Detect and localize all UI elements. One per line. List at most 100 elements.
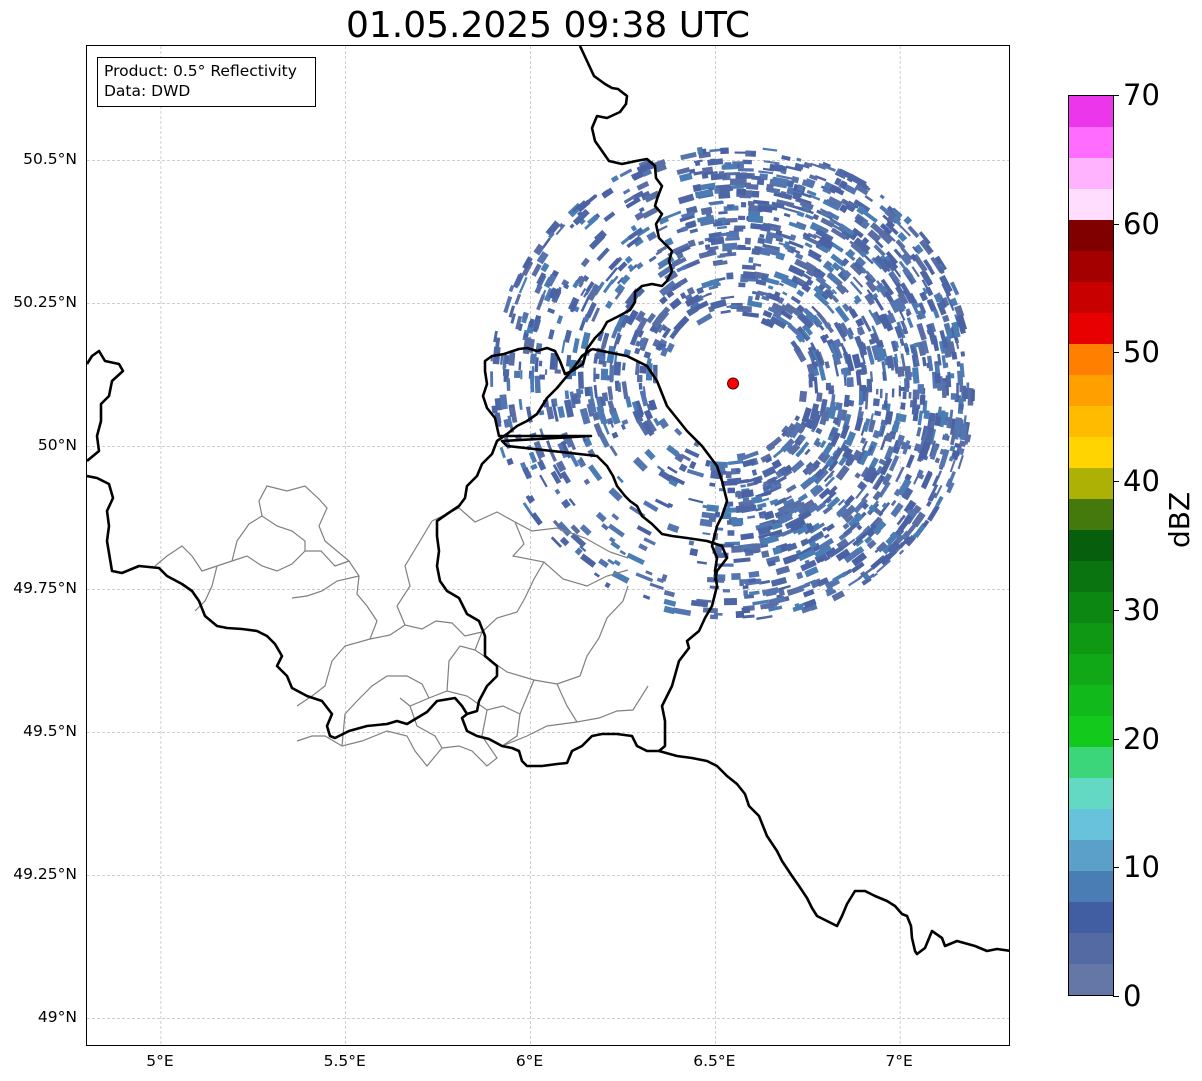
echo-gate	[758, 579, 771, 585]
echo-gate	[810, 162, 827, 170]
echo-gate	[678, 172, 693, 182]
echo-gate	[906, 380, 910, 389]
echo-gate	[642, 207, 658, 219]
echo-gate	[856, 215, 864, 224]
echo-gate	[635, 572, 654, 583]
echo-gate	[810, 342, 817, 351]
echo-gate	[808, 194, 821, 201]
echo-gate	[951, 321, 961, 338]
radar-map[interactable]	[86, 45, 1010, 1046]
echo-gate	[866, 539, 877, 550]
colorbar-segment	[1069, 375, 1113, 406]
echo-gate	[898, 549, 905, 555]
echo-gate	[913, 522, 927, 539]
echo-gate	[815, 276, 832, 291]
echo-gate	[720, 309, 731, 315]
echo-gate	[913, 342, 920, 348]
echo-gate	[586, 214, 599, 226]
echo-gate	[701, 278, 720, 289]
echo-gate	[828, 389, 835, 395]
echo-gate	[593, 353, 599, 364]
x-tick-label: 5°E	[146, 1052, 174, 1070]
echo-gate	[619, 274, 631, 285]
echo-gate	[861, 209, 878, 224]
echo-gate	[609, 445, 618, 457]
echo-gate	[790, 340, 802, 354]
echo-gate	[840, 257, 850, 267]
border-luxembourg-belgium	[435, 347, 593, 716]
echo-gate	[760, 224, 772, 233]
echo-gate	[840, 443, 849, 453]
echo-gate	[493, 330, 498, 343]
echo-gate	[893, 488, 902, 497]
echo-gate	[552, 519, 564, 532]
echo-gate	[550, 536, 563, 548]
echo-gate	[808, 474, 818, 484]
echo-gate	[687, 239, 696, 248]
colorbar-segment	[1069, 561, 1113, 592]
echo-gate	[785, 165, 802, 172]
echo-gate	[873, 296, 885, 311]
echo-gate	[651, 321, 663, 334]
echo-gate	[808, 174, 819, 181]
echo-gate	[764, 235, 774, 245]
echo-gate	[781, 155, 791, 161]
echo-gate	[659, 295, 668, 305]
echo-gate	[813, 459, 821, 467]
echo-gate	[913, 255, 928, 273]
echo-gate	[747, 295, 753, 303]
echo-gate	[879, 194, 885, 200]
echo-gate	[508, 305, 516, 318]
echo-gate	[939, 448, 946, 456]
echo-gate	[875, 388, 879, 395]
echo-gate	[868, 309, 875, 318]
echo-gate	[900, 402, 906, 410]
echo-gate	[502, 369, 510, 376]
echo-gate	[640, 190, 652, 201]
echo-gate	[802, 207, 809, 213]
echo-gate	[950, 393, 958, 400]
echo-gate	[832, 450, 838, 456]
echo-gate	[767, 476, 777, 485]
echo-gate	[920, 470, 933, 489]
echo-gate	[579, 524, 592, 536]
echo-gate	[896, 514, 906, 526]
echo-gate	[815, 228, 834, 242]
echo-gate	[876, 280, 885, 291]
echo-gate	[870, 222, 886, 237]
echo-gate	[893, 412, 901, 428]
echo-gate	[626, 552, 645, 566]
echo-gate	[635, 316, 648, 335]
echo-gate	[508, 352, 516, 366]
echo-gate	[926, 500, 932, 507]
echo-gate	[684, 448, 700, 459]
echo-gate	[731, 185, 744, 189]
echo-gate	[843, 394, 850, 408]
echo-gate	[574, 547, 583, 556]
echo-gate	[595, 511, 607, 523]
colorbar-segment	[1069, 313, 1113, 344]
echo-gate	[921, 271, 933, 285]
echo-gate	[722, 507, 740, 514]
colorbar-segment	[1069, 96, 1113, 127]
echo-gate	[845, 248, 856, 259]
echo-gate	[938, 266, 945, 275]
echo-gate	[783, 212, 791, 218]
echo-gate	[608, 536, 616, 544]
echo-gate	[518, 398, 523, 411]
echo-gate	[644, 190, 661, 203]
echo-gate	[613, 559, 621, 567]
echo-gate	[808, 380, 813, 388]
echo-gate	[884, 290, 893, 301]
echo-gate	[737, 168, 754, 172]
echo-gate	[835, 464, 850, 481]
echo-gate	[838, 223, 855, 236]
echo-gate	[970, 389, 976, 402]
echo-gate	[956, 361, 961, 367]
echo-gate	[878, 511, 884, 517]
echo-gate	[636, 525, 652, 536]
echo-gate	[621, 419, 629, 426]
echo-gate	[619, 168, 633, 178]
echo-gate	[737, 244, 746, 248]
echo-gate	[725, 237, 740, 241]
